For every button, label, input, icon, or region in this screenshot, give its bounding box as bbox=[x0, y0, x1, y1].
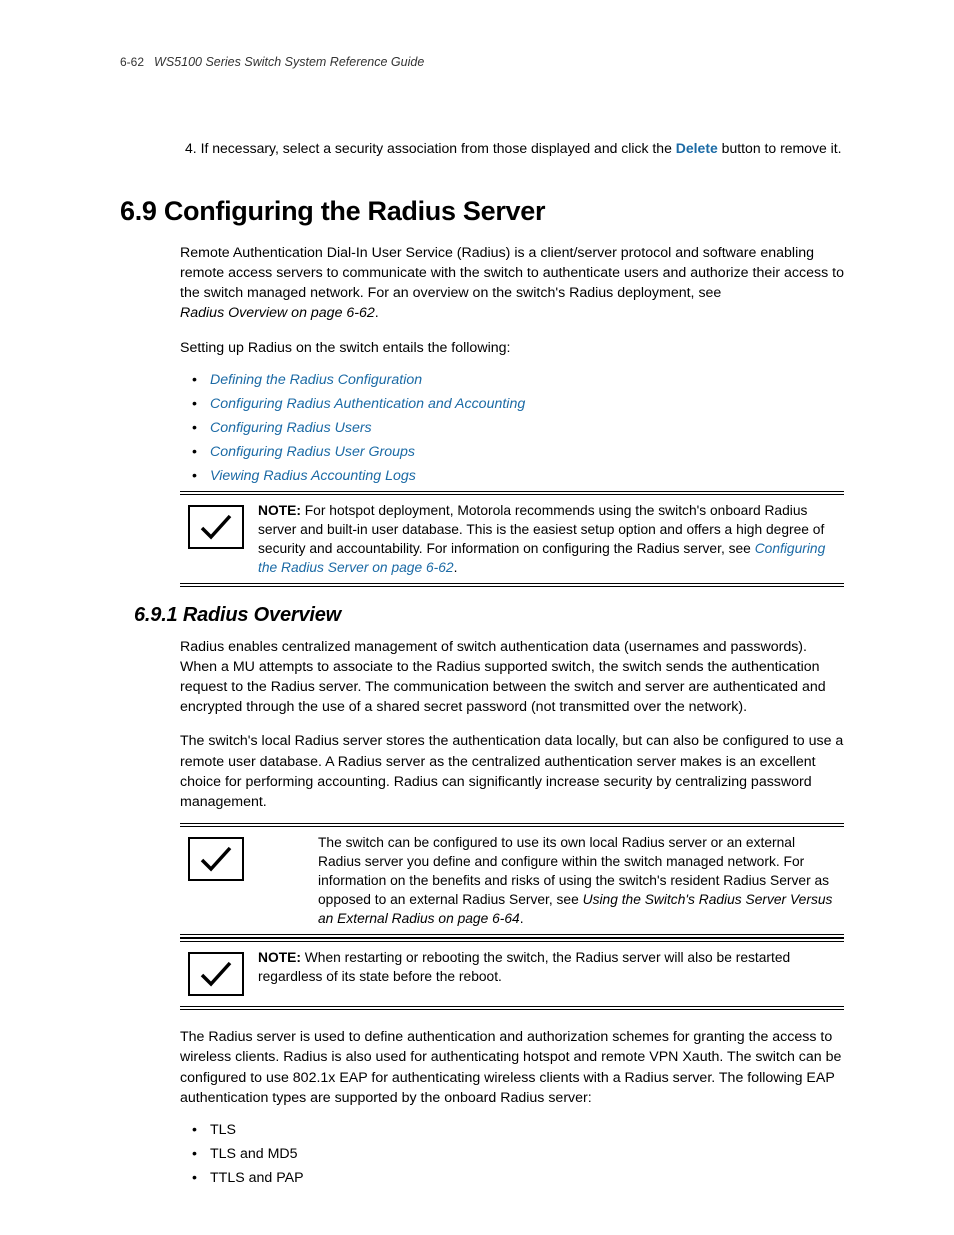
list-item: • TLS and MD5 bbox=[192, 1146, 844, 1162]
note-label: NOTE: bbox=[258, 950, 301, 965]
setup-line: Setting up Radius on the switch entails … bbox=[180, 338, 844, 358]
link-config-radius-users[interactable]: Configuring Radius Users bbox=[210, 420, 372, 436]
subsection-heading: 6.9.1 Radius Overview bbox=[134, 604, 844, 627]
eap-item: TTLS and PAP bbox=[210, 1170, 304, 1186]
bullet-icon: • bbox=[192, 420, 210, 436]
list-item: • TTLS and PAP bbox=[192, 1170, 844, 1186]
note-block-1: NOTE: For hotspot deployment, Motorola r… bbox=[180, 494, 844, 584]
note-label: NOTE: bbox=[258, 503, 301, 518]
bullet-icon: • bbox=[192, 372, 210, 388]
intro-paragraph: Remote Authentication Dial-In User Servi… bbox=[180, 243, 844, 324]
note2-body-b: . bbox=[520, 911, 524, 926]
note1-text: NOTE: For hotspot deployment, Motorola r… bbox=[258, 501, 844, 577]
note-block-2: The switch can be configured to use its … bbox=[180, 826, 844, 935]
eap-list: • TLS • TLS and MD5 • TTLS and PAP bbox=[192, 1122, 844, 1186]
page-number: 6-62 bbox=[120, 55, 144, 69]
step-4: 4. If necessary, select a security assoc… bbox=[185, 139, 844, 158]
bullet-icon: • bbox=[192, 1170, 210, 1186]
link-bullet-list: • Defining the Radius Configuration • Co… bbox=[192, 372, 844, 484]
note3-body: When restarting or rebooting the switch,… bbox=[258, 950, 790, 984]
note1-body-a: For hotspot deployment, Motorola recomme… bbox=[258, 503, 824, 556]
checkmark-icon bbox=[188, 505, 244, 549]
intro-ref: Radius Overview on page 6-62 bbox=[180, 305, 375, 321]
overview-p2: The switch's local Radius server stores … bbox=[180, 731, 844, 812]
intro-text: Remote Authentication Dial-In User Servi… bbox=[180, 245, 844, 301]
list-item: • Defining the Radius Configuration bbox=[192, 372, 844, 388]
eap-item: TLS and MD5 bbox=[210, 1146, 298, 1162]
bullet-icon: • bbox=[192, 396, 210, 412]
overview-p1: Radius enables centralized management of… bbox=[180, 637, 844, 718]
eap-item: TLS bbox=[210, 1122, 236, 1138]
delete-link[interactable]: Delete bbox=[676, 140, 718, 156]
note3-text: NOTE: When restarting or rebooting the s… bbox=[258, 948, 844, 986]
list-item: • Viewing Radius Accounting Logs bbox=[192, 468, 844, 484]
note-block-3: NOTE: When restarting or rebooting the s… bbox=[180, 941, 844, 1007]
list-item: • Configuring Radius Authentication and … bbox=[192, 396, 844, 412]
checkmark-icon bbox=[188, 952, 244, 996]
note2-text: The switch can be configured to use its … bbox=[258, 833, 844, 928]
bullet-icon: • bbox=[192, 468, 210, 484]
link-view-radius-logs[interactable]: Viewing Radius Accounting Logs bbox=[210, 468, 416, 484]
bullet-icon: • bbox=[192, 444, 210, 460]
list-item: • Configuring Radius Users bbox=[192, 420, 844, 436]
guide-title: WS5100 Series Switch System Reference Gu… bbox=[154, 55, 424, 69]
link-defining-radius-config[interactable]: Defining the Radius Configuration bbox=[210, 372, 422, 388]
bullet-icon: • bbox=[192, 1122, 210, 1138]
note1-body-b: . bbox=[454, 560, 458, 575]
link-config-radius-groups[interactable]: Configuring Radius User Groups bbox=[210, 444, 415, 460]
step4-suffix: button to remove it. bbox=[718, 140, 842, 156]
step4-prefix: 4. If necessary, select a security assoc… bbox=[185, 140, 676, 156]
intro-period: . bbox=[375, 305, 379, 321]
section-heading: 6.9 Configuring the Radius Server bbox=[120, 196, 844, 227]
list-item: • Configuring Radius User Groups bbox=[192, 444, 844, 460]
list-item: • TLS bbox=[192, 1122, 844, 1138]
page-header: 6-62 WS5100 Series Switch System Referen… bbox=[120, 55, 844, 69]
checkmark-icon bbox=[188, 837, 244, 881]
link-config-radius-auth[interactable]: Configuring Radius Authentication and Ac… bbox=[210, 396, 525, 412]
bullet-icon: • bbox=[192, 1146, 210, 1162]
after-notes-p1: The Radius server is used to define auth… bbox=[180, 1027, 844, 1108]
